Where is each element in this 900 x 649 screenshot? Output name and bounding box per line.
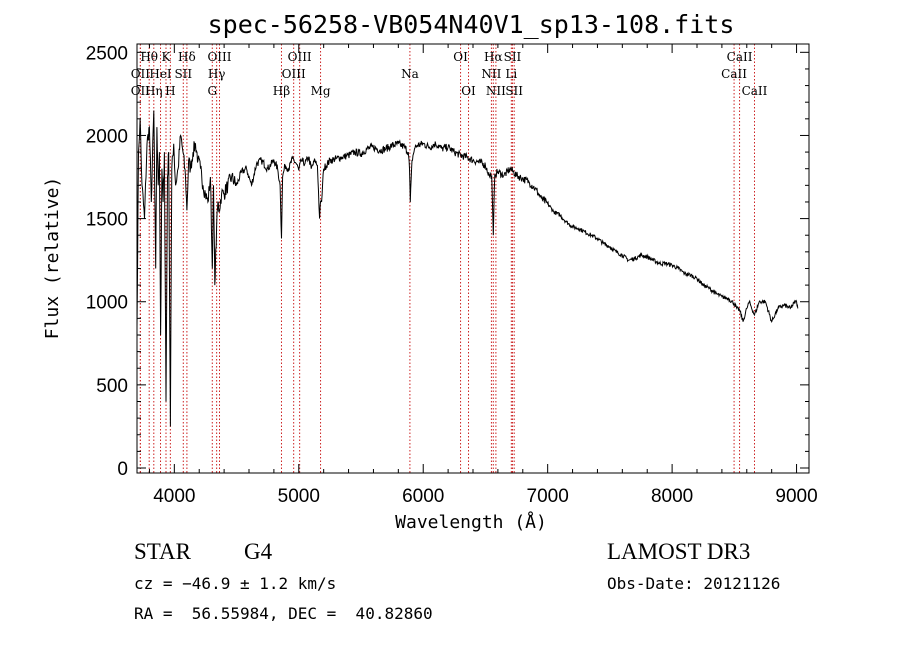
spectral-line-label: CaII — [721, 67, 747, 81]
spectral-line-label: Na — [401, 67, 419, 81]
x-tick-label: 4000 — [153, 486, 195, 507]
spectral-line-label: NII — [486, 84, 506, 98]
spectral-line-label: Hγ — [208, 67, 226, 81]
spectral-line-label: Mg — [311, 84, 331, 98]
y-tick-label: 0 — [117, 459, 128, 480]
spectral-line-label: SII — [174, 67, 192, 81]
redshift-readout: cz = −46.9 ± 1.2 km/s — [134, 574, 337, 593]
y-tick-label: 2500 — [86, 43, 128, 64]
x-tick-label: 8000 — [651, 486, 693, 507]
spectral-line-label: OII — [131, 84, 151, 98]
spectral-line-label: Hα — [484, 50, 503, 64]
object-class: STAR — [134, 539, 191, 564]
x-tick-label: 6000 — [402, 486, 444, 507]
survey-name: LAMOST DR3 — [607, 539, 751, 564]
spectral-line-label: OIII — [288, 50, 312, 64]
x-axis-label: Wavelength (Å) — [395, 511, 547, 533]
x-tick-label: 5000 — [278, 486, 320, 507]
subclass: G4 — [244, 539, 273, 564]
obs-date: Obs-Date: 20121126 — [607, 574, 781, 593]
coordinates: RA = 56.55984, DEC = 40.82860 — [134, 604, 433, 623]
spectral-line-label: CaII — [727, 50, 753, 64]
spectrum-series — [136, 110, 799, 427]
plot-frame — [136, 43, 810, 474]
spectral-line-label: Hη — [145, 84, 163, 98]
spectral-line-markers — [139, 44, 755, 473]
spectral-line-label: Hδ — [178, 50, 196, 64]
x-tick-label: 7000 — [527, 486, 569, 507]
spectrum-line — [136, 110, 799, 427]
spectral-line-label: OIII — [282, 67, 306, 81]
spectral-line-label: OI — [453, 50, 468, 64]
spectral-line-label: SII — [504, 50, 522, 64]
spectral-line-label: NII — [481, 67, 501, 81]
spectral-line-label: K — [162, 50, 172, 64]
y-axis-label: Flux (relative) — [42, 177, 63, 340]
spectral-line-label: Hθ — [140, 50, 158, 64]
spectral-line-label: G — [207, 84, 217, 98]
spectral-line-label: HeI — [149, 67, 172, 81]
x-tick-label: 9000 — [775, 486, 817, 507]
spectral-line-label: OI — [461, 84, 476, 98]
spectral-line-label: OII — [131, 67, 151, 81]
x-axis-ticks: 4000 5000 6000 7000 8000 9000 — [148, 44, 818, 507]
spectral-line-label: Li — [505, 67, 517, 81]
y-tick-label: 500 — [96, 376, 128, 397]
spectral-line-label: SII — [505, 84, 523, 98]
spectral-line-label: OIII — [207, 50, 231, 64]
y-tick-label: 2000 — [86, 126, 128, 147]
chart-title: spec-56258-VB054N40V1_sp13-108.fits — [208, 10, 735, 39]
spectral-line-label: Hβ — [273, 84, 290, 98]
spectral-line-label: CaII — [742, 84, 768, 98]
spectral-line-label: H — [165, 84, 175, 98]
y-tick-label: 1000 — [86, 293, 128, 314]
y-axis-ticks: 0 500 1000 1500 2000 2500 — [86, 43, 809, 480]
y-tick-label: 1500 — [86, 210, 128, 231]
